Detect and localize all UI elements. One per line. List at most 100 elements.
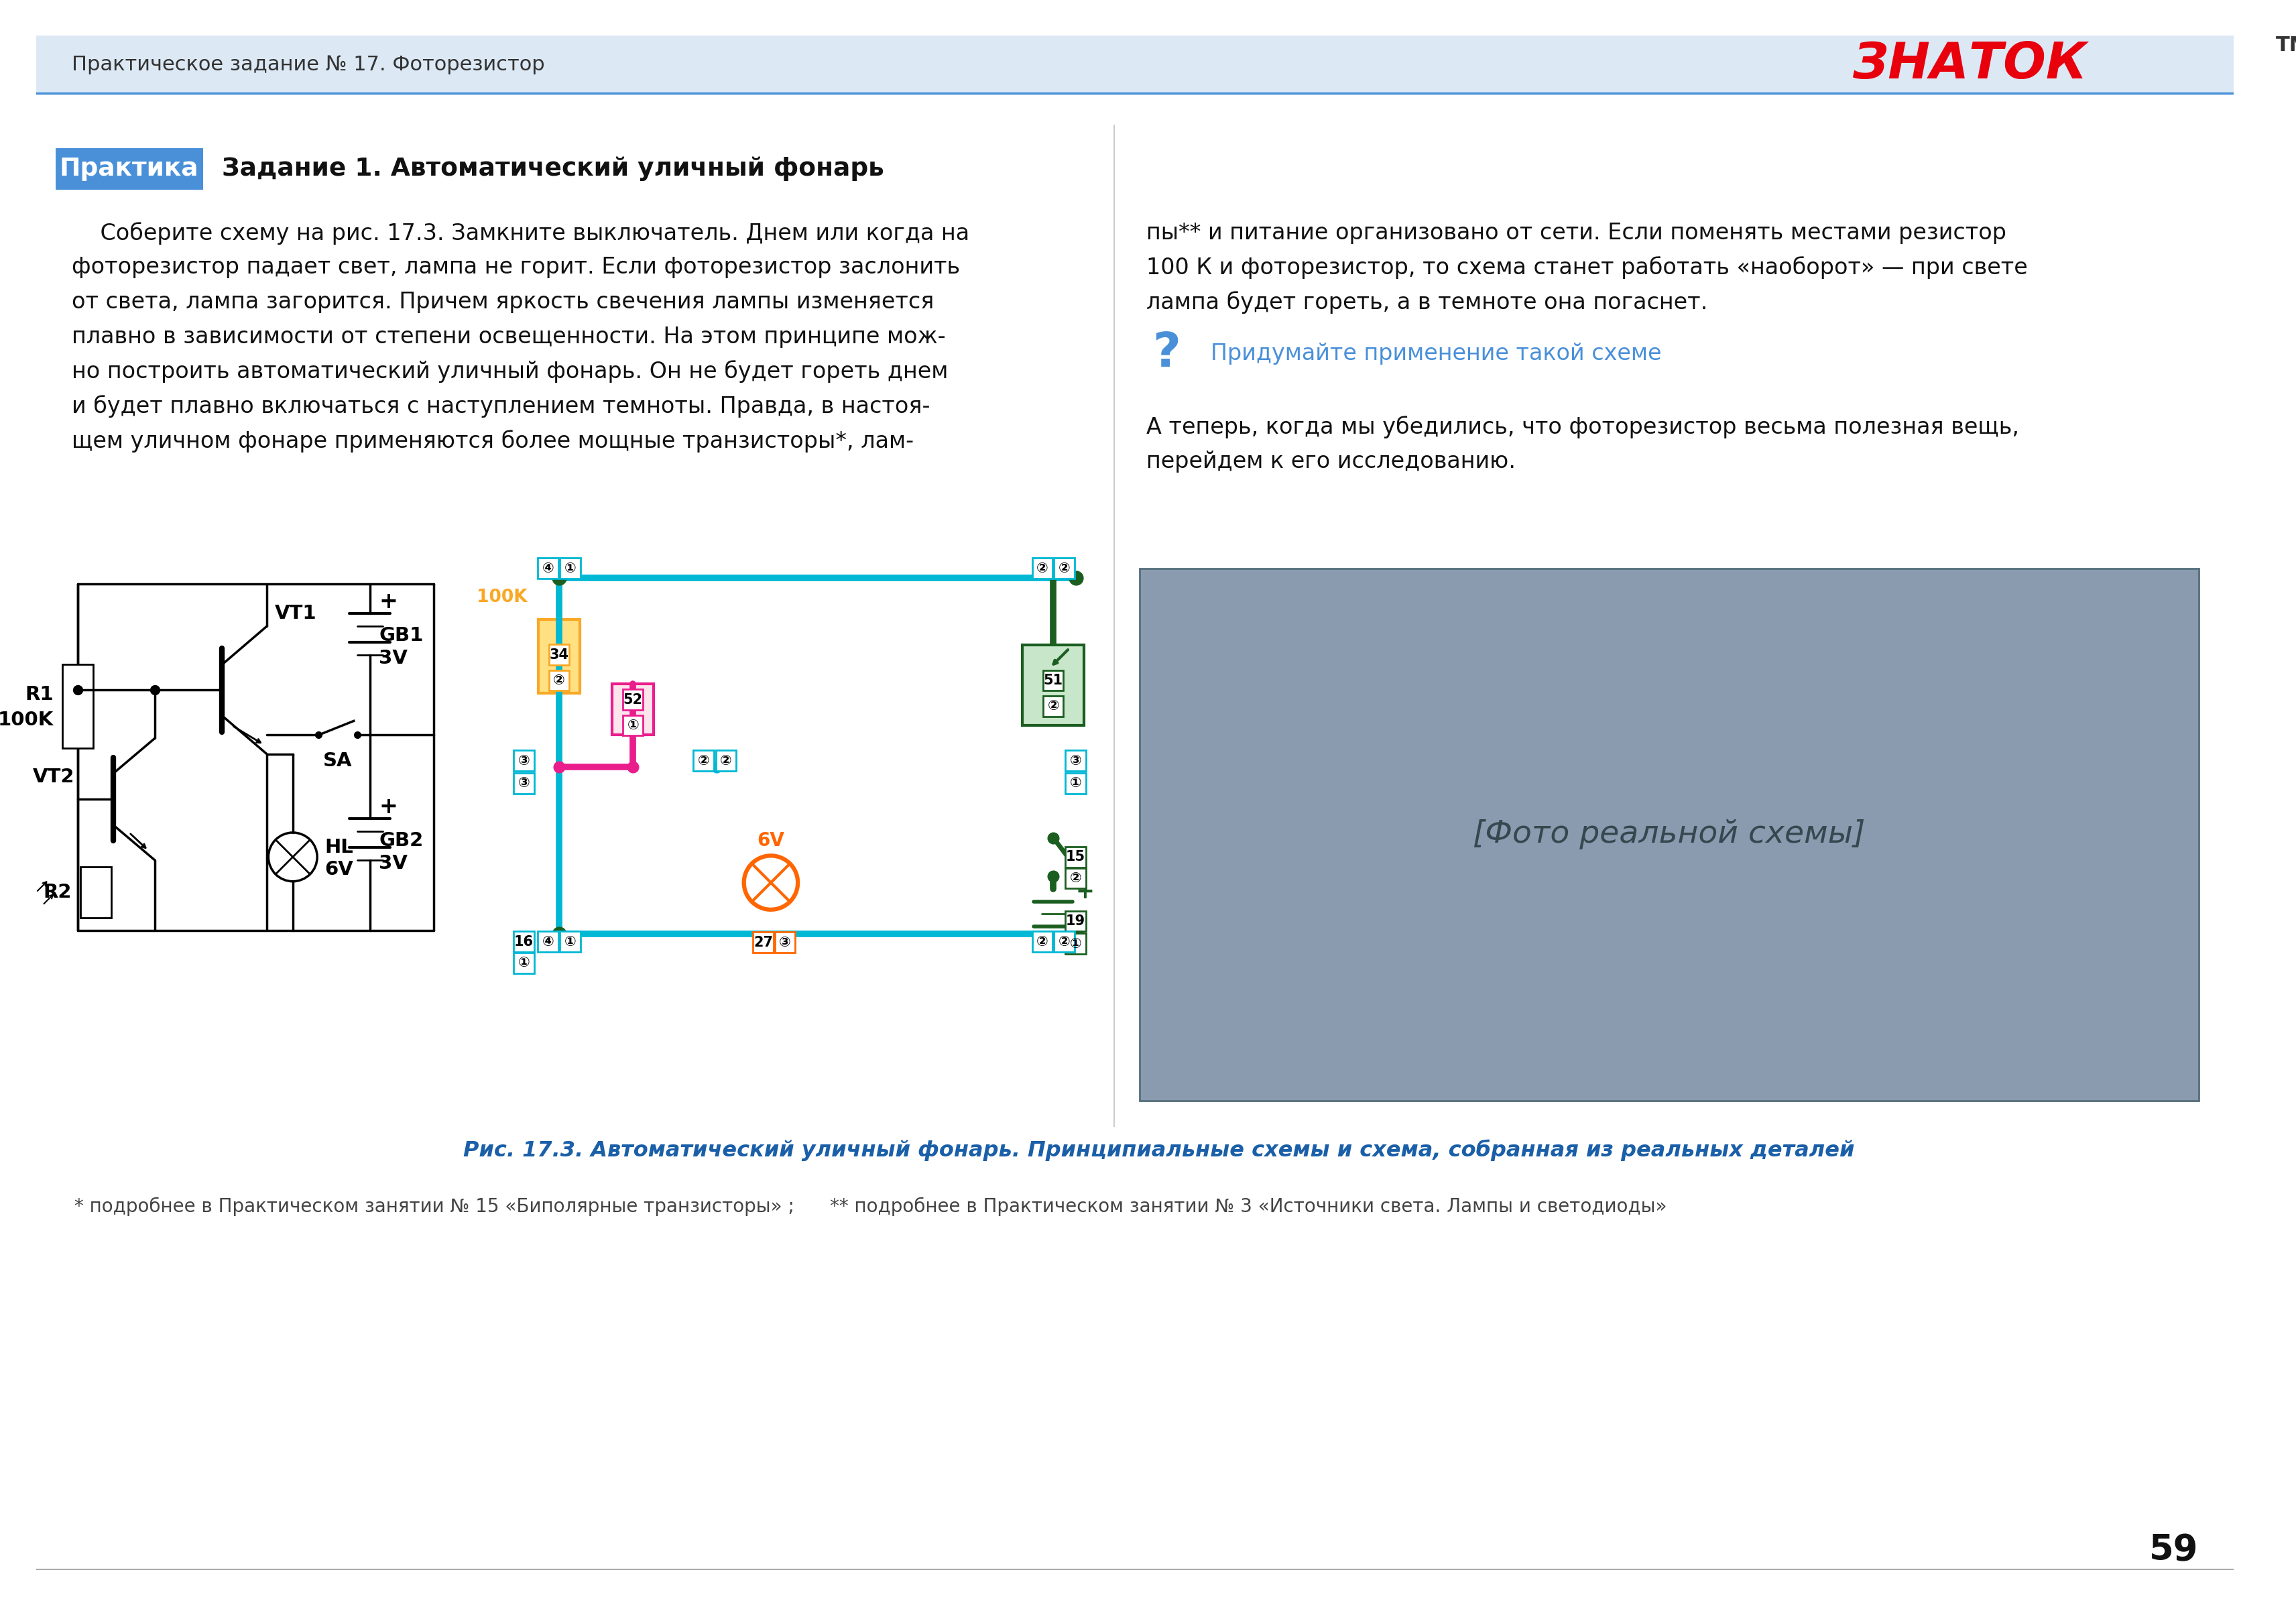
Text: Практическое задание № 17. Фоторезистор: Практическое задание № 17. Фоторезистор: [71, 55, 544, 74]
Text: от света, лампа загорится. Причем яркость свечения лампы изменяется: от света, лампа загорится. Причем яркост…: [71, 291, 934, 314]
Bar: [1042, 695, 1063, 716]
Text: А теперь, когда мы убедились, что фоторезистор весьма полезная вещь,: А теперь, когда мы убедились, что фоторе…: [1146, 416, 2018, 438]
Bar: [1065, 868, 1086, 888]
Text: GB1: GB1: [379, 626, 422, 645]
Text: ②: ②: [1058, 935, 1070, 949]
Text: ①: ①: [1070, 936, 1081, 951]
Bar: [1054, 558, 1075, 579]
Text: Соберите схему на рис. 17.3. Замкните выключатель. Днем или когда на: Соберите схему на рис. 17.3. Замкните вы…: [71, 222, 969, 244]
Text: ЗНАТОК: ЗНАТОК: [1853, 40, 2087, 89]
Text: ②: ②: [1035, 561, 1049, 576]
Text: ②: ②: [1035, 935, 1049, 949]
Text: * подробнее в Практическом занятии № 15 «Биполярные транзисторы» ;      ** подро: * подробнее в Практическом занятии № 15 …: [76, 1197, 1667, 1216]
Bar: [80, 867, 110, 918]
Text: 3V: 3V: [379, 854, 406, 873]
Text: Рис. 17.3. Автоматический уличный фонарь. Принципиальные схемы и схема, собранна: Рис. 17.3. Автоматический уличный фонарь…: [464, 1140, 1855, 1161]
Text: 100K: 100K: [0, 711, 53, 729]
Text: ③: ③: [1070, 754, 1081, 768]
Bar: [613, 684, 654, 736]
Text: ①: ①: [565, 561, 576, 576]
Text: ②: ②: [721, 754, 732, 768]
Text: ③: ③: [778, 936, 790, 949]
Bar: [1042, 669, 1063, 690]
Text: +: +: [379, 590, 397, 613]
Text: 100K: 100K: [475, 589, 528, 606]
Bar: [560, 931, 581, 952]
Bar: [1065, 750, 1086, 771]
Bar: [37, 36, 2234, 94]
Text: ①: ①: [519, 956, 530, 970]
Text: R1: R1: [25, 686, 53, 703]
Text: ①: ①: [627, 718, 638, 733]
Bar: [716, 750, 737, 771]
Bar: [55, 147, 202, 189]
Text: +: +: [379, 796, 397, 818]
Bar: [622, 689, 643, 710]
Text: ④: ④: [542, 561, 553, 576]
Bar: [1054, 931, 1075, 952]
Text: 52: 52: [622, 694, 643, 707]
Bar: [1031, 558, 1052, 579]
Text: 3V: 3V: [379, 648, 406, 668]
Text: щем уличном фонаре применяются более мощные транзисторы*, лам-: щем уличном фонаре применяются более мощ…: [71, 430, 914, 453]
Text: 27: 27: [753, 936, 774, 949]
Bar: [1139, 568, 2200, 1101]
Text: HL: HL: [326, 838, 354, 857]
Bar: [514, 750, 535, 771]
Bar: [549, 645, 569, 665]
Text: лампа будет гореть, а в темноте она погаснет.: лампа будет гореть, а в темноте она пога…: [1146, 291, 1708, 314]
Text: R2: R2: [44, 883, 71, 902]
Text: Задание 1. Автоматический уличный фонарь: Задание 1. Автоматический уличный фонарь: [223, 157, 884, 181]
Text: 51: 51: [1042, 674, 1063, 687]
Text: TM: TM: [2275, 36, 2296, 55]
Text: 59: 59: [2149, 1533, 2200, 1567]
Text: Практика: Практика: [60, 157, 200, 181]
Bar: [560, 558, 581, 579]
Text: VT1: VT1: [276, 603, 317, 623]
Text: VT2: VT2: [32, 768, 76, 786]
Text: 19: 19: [1065, 915, 1086, 928]
Text: перейдем к его исследованию.: перейдем к его исследованию.: [1146, 451, 1515, 472]
Text: [Фото реальной схемы]: [Фото реальной схемы]: [1474, 820, 1864, 849]
Text: ②: ②: [698, 754, 709, 768]
Text: ③: ③: [519, 776, 530, 789]
Text: ③: ③: [519, 754, 530, 768]
Text: ②: ②: [1047, 700, 1058, 713]
Bar: [514, 952, 535, 973]
Text: Придумайте применение такой схеме: Придумайте применение такой схеме: [1210, 343, 1662, 364]
Text: ②: ②: [553, 674, 565, 687]
Bar: [514, 773, 535, 794]
Bar: [514, 931, 535, 952]
Bar: [622, 715, 643, 736]
Bar: [549, 669, 569, 690]
Text: ①: ①: [1070, 776, 1081, 789]
Text: пы** и питание организовано от сети. Если поменять местами резистор: пы** и питание организовано от сети. Есл…: [1146, 222, 2007, 244]
Bar: [1031, 931, 1052, 952]
Text: 16: 16: [514, 935, 533, 949]
Text: 6V: 6V: [326, 860, 354, 880]
Text: 100 К и фоторезистор, то схема станет работать «наоборот» — при свете: 100 К и фоторезистор, то схема станет ра…: [1146, 257, 2027, 280]
Text: но построить автоматический уличный фонарь. Он не будет гореть днем: но построить автоматический уличный фона…: [71, 361, 948, 383]
Bar: [1022, 645, 1084, 726]
Bar: [537, 558, 558, 579]
Text: GB2: GB2: [379, 831, 422, 851]
Bar: [693, 750, 714, 771]
Text: 15: 15: [1065, 851, 1086, 863]
Text: ①: ①: [565, 935, 576, 949]
Text: ④: ④: [542, 935, 553, 949]
Bar: [540, 619, 579, 694]
Bar: [1065, 847, 1086, 867]
Text: плавно в зависимости от степени освещенности. На этом принципе мож-: плавно в зависимости от степени освещенн…: [71, 325, 946, 348]
Text: SA: SA: [324, 752, 351, 770]
Text: и будет плавно включаться с наступлением темноты. Правда, в настоя-: и будет плавно включаться с наступлением…: [71, 395, 930, 417]
Text: ②: ②: [1058, 561, 1070, 576]
Text: ②: ②: [1070, 872, 1081, 884]
Text: 34: 34: [549, 648, 569, 661]
Text: фоторезистор падает свет, лампа не горит. Если фоторезистор заслонить: фоторезистор падает свет, лампа не горит…: [71, 257, 960, 278]
Bar: [774, 931, 794, 952]
Bar: [1065, 910, 1086, 931]
Bar: [1065, 933, 1086, 954]
Text: 6V: 6V: [758, 831, 785, 851]
Text: +: +: [1075, 881, 1095, 904]
Bar: [537, 931, 558, 952]
